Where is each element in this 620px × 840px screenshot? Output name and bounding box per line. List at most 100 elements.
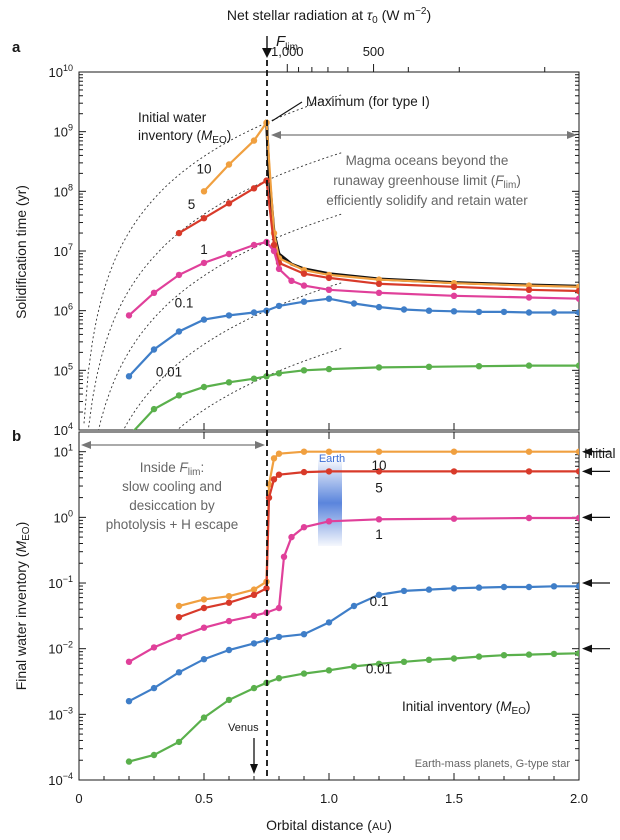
series-point-5 (175, 614, 183, 621)
panel-b-series-labels: 10 5 1 0.1 0.01 (366, 458, 392, 677)
flim-arrow-head (262, 48, 272, 58)
series-point-0.01 (425, 656, 433, 663)
series-point-1 (200, 624, 208, 631)
series-point-0.01 (200, 383, 208, 391)
panel-b-label: b (12, 428, 21, 445)
series-point-0.01 (375, 660, 383, 667)
series-point-0.01 (325, 667, 333, 674)
b-series-label-5: 5 (375, 480, 383, 495)
series-point-10 (200, 596, 208, 603)
series-point-5 (200, 604, 208, 612)
x-tick-label: 1.5 (445, 791, 463, 806)
series-point-5 (525, 286, 533, 293)
b-y-tick-label: 10−3 (48, 705, 73, 722)
guide-curve (83, 94, 342, 424)
series-point-0.01 (225, 696, 233, 704)
series-point-5 (200, 215, 208, 222)
series-point-1 (275, 265, 283, 273)
series-point-0.01 (525, 362, 533, 369)
series-point-0.01 (150, 751, 158, 759)
series-point-0.1 (500, 583, 508, 591)
b-y-tick-label: 10−4 (48, 771, 73, 788)
series-point-1 (125, 658, 133, 665)
initial-arrow-head (582, 447, 592, 456)
initial-water-label-line2: inventory (MEO) (138, 128, 231, 146)
series-point-0.01 (250, 684, 258, 692)
series-point-10 (450, 448, 458, 455)
venus-label: Venus (228, 722, 259, 734)
series-point-0.1 (575, 309, 579, 316)
a-y-tick-label: 107 (54, 242, 73, 259)
series-point-1 (325, 518, 333, 525)
series-point-0.01 (175, 392, 183, 399)
top-tick-label: 500 (363, 44, 385, 59)
panel-a-guide-curves (83, 94, 342, 430)
series-point-5 (525, 468, 533, 475)
top-axis-ticks: 1,00050010050 (79, 44, 579, 73)
series-point-0.1 (350, 300, 358, 307)
series-point-1 (280, 553, 288, 560)
series-point-10 (525, 448, 533, 455)
guide-curve (98, 213, 342, 430)
maximum-label: Maximum (for type I) (306, 94, 430, 109)
series-point-0.1 (450, 308, 458, 315)
panel-b-y-label: Final water inventory (MEO) (13, 522, 32, 691)
series-point-0.01 (425, 363, 433, 370)
series-point-1 (150, 644, 158, 651)
series-point-5 (263, 585, 270, 592)
panel-b-series (125, 448, 579, 765)
series-point-1 (275, 604, 283, 612)
series-point-5 (325, 468, 333, 475)
magma-text-line3: efficiently solidify and retain water (326, 193, 528, 208)
a-series-label-10: 10 (196, 161, 211, 176)
series-point-10 (250, 586, 258, 593)
series-point-5 (270, 476, 278, 483)
b-series-label-0.1: 0.1 (370, 594, 389, 609)
series-point-10 (575, 448, 579, 455)
series-point-1 (375, 516, 383, 523)
series-point-0.01 (200, 714, 208, 721)
series-point-1 (525, 514, 533, 522)
series-point-5 (250, 591, 258, 598)
a-y-tick-label: 1010 (49, 63, 73, 80)
series-point-1 (525, 294, 533, 301)
series-point-0.01 (450, 655, 458, 662)
series-point-0.01 (400, 658, 408, 665)
series-line-1 (128, 516, 579, 663)
earth-label: Earth (319, 453, 345, 465)
a-y-tick-label: 109 (54, 123, 73, 140)
series-point-5 (175, 229, 183, 237)
series-point-0.01 (550, 650, 558, 658)
initial-arrow-head (582, 513, 592, 522)
series-point-1 (125, 312, 133, 319)
series-point-5 (575, 468, 579, 475)
series-point-0.1 (400, 306, 408, 313)
series-line-0.1 (128, 297, 579, 378)
series-point-0.01 (300, 670, 308, 677)
magma-text-line2: runaway greenhouse limit (Flim) (333, 173, 521, 191)
series-point-0.1 (425, 586, 433, 593)
series-point-1 (150, 289, 158, 296)
series-point-5 (450, 283, 458, 290)
b-series-label-1: 1 (375, 527, 383, 542)
a-y-tick-label: 104 (54, 421, 73, 438)
series-point-0.1 (325, 295, 333, 302)
series-point-10 (275, 450, 283, 457)
series-point-0.1 (550, 583, 558, 590)
series-point-0.01 (500, 652, 508, 659)
series-point-1 (450, 515, 458, 522)
series-point-0.1 (225, 646, 233, 654)
panel-b-x-ticks: 0 0.5 1.0 1.5 2.0 (75, 423, 588, 806)
series-point-5 (275, 471, 283, 478)
series-point-0.01 (250, 375, 258, 382)
guide-curve (87, 152, 342, 430)
series-line-5 (178, 470, 579, 619)
series-point-0.1 (475, 584, 483, 591)
b-y-tick-label: 100 (54, 508, 73, 525)
a-y-tick-label: 108 (54, 182, 73, 199)
series-point-10 (200, 188, 208, 195)
series-point-0.1 (525, 583, 533, 591)
series-point-0.1 (450, 585, 458, 592)
